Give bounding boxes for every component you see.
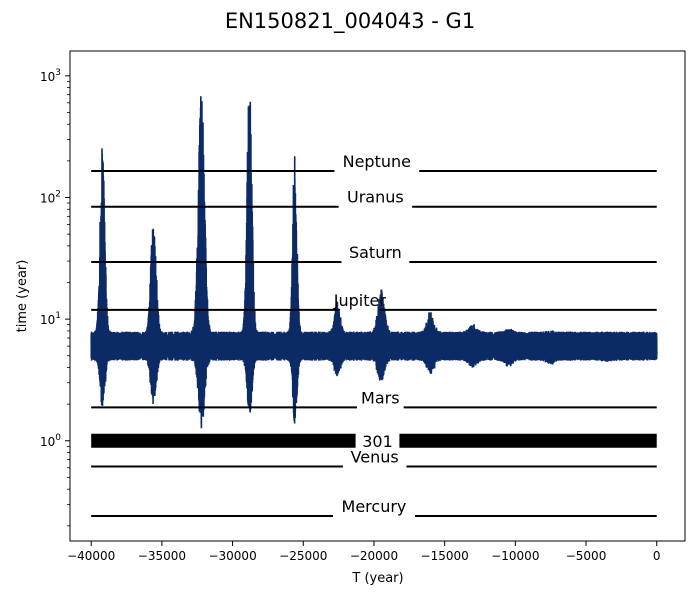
- reference-line-301: 301: [91, 432, 657, 451]
- x-tick-label: −40000: [67, 549, 115, 563]
- reference-line-jupiter: Jupiter: [91, 291, 657, 311]
- y-tick-label: 102: [40, 189, 61, 205]
- series-line-0: [90, 96, 658, 429]
- y-axis: 100 101 102 103: [40, 68, 70, 527]
- reference-label-venus: Venus: [351, 447, 399, 466]
- x-tick-label: −5000: [566, 549, 607, 563]
- plot-frame: [69, 50, 686, 542]
- reference-line-neptune: Neptune: [91, 152, 657, 173]
- x-tick-label: −25000: [279, 549, 327, 563]
- reference-line-venus: Venus: [91, 447, 657, 468]
- reference-label-saturn: Saturn: [349, 243, 402, 262]
- x-tick-label: −15000: [421, 549, 469, 563]
- reference-line-mars: Mars: [91, 388, 657, 409]
- x-tick-label: −20000: [350, 549, 398, 563]
- y-tick-label: 103: [40, 68, 61, 84]
- reference-line-uranus: Uranus: [91, 188, 657, 208]
- y-axis-label: time (year): [15, 260, 30, 333]
- x-axis-label: T (year): [351, 571, 403, 586]
- reference-line-mercury: Mercury: [91, 497, 657, 517]
- y-tick-label: 100: [40, 433, 61, 449]
- reference-label-jupiter: Jupiter: [333, 291, 387, 310]
- reference-label-mercury: Mercury: [342, 497, 407, 516]
- reference-label-301: 301: [362, 432, 393, 451]
- x-tick-label: −30000: [208, 549, 256, 563]
- x-tick-label: 0: [653, 549, 661, 563]
- reference-label-uranus: Uranus: [347, 188, 404, 207]
- reference-label-neptune: Neptune: [343, 152, 411, 171]
- chart-title: EN150821_004043 - G1: [225, 9, 475, 34]
- reference-label-mars: Mars: [361, 388, 400, 407]
- reference-line-saturn: Saturn: [91, 243, 657, 263]
- x-tick-label: −35000: [138, 549, 186, 563]
- x-tick-label: −10000: [491, 549, 539, 563]
- x-axis: −40000 −35000 −30000 −25000 −20000 −15000 −100…: [67, 541, 661, 563]
- y-tick-label: 101: [40, 311, 61, 327]
